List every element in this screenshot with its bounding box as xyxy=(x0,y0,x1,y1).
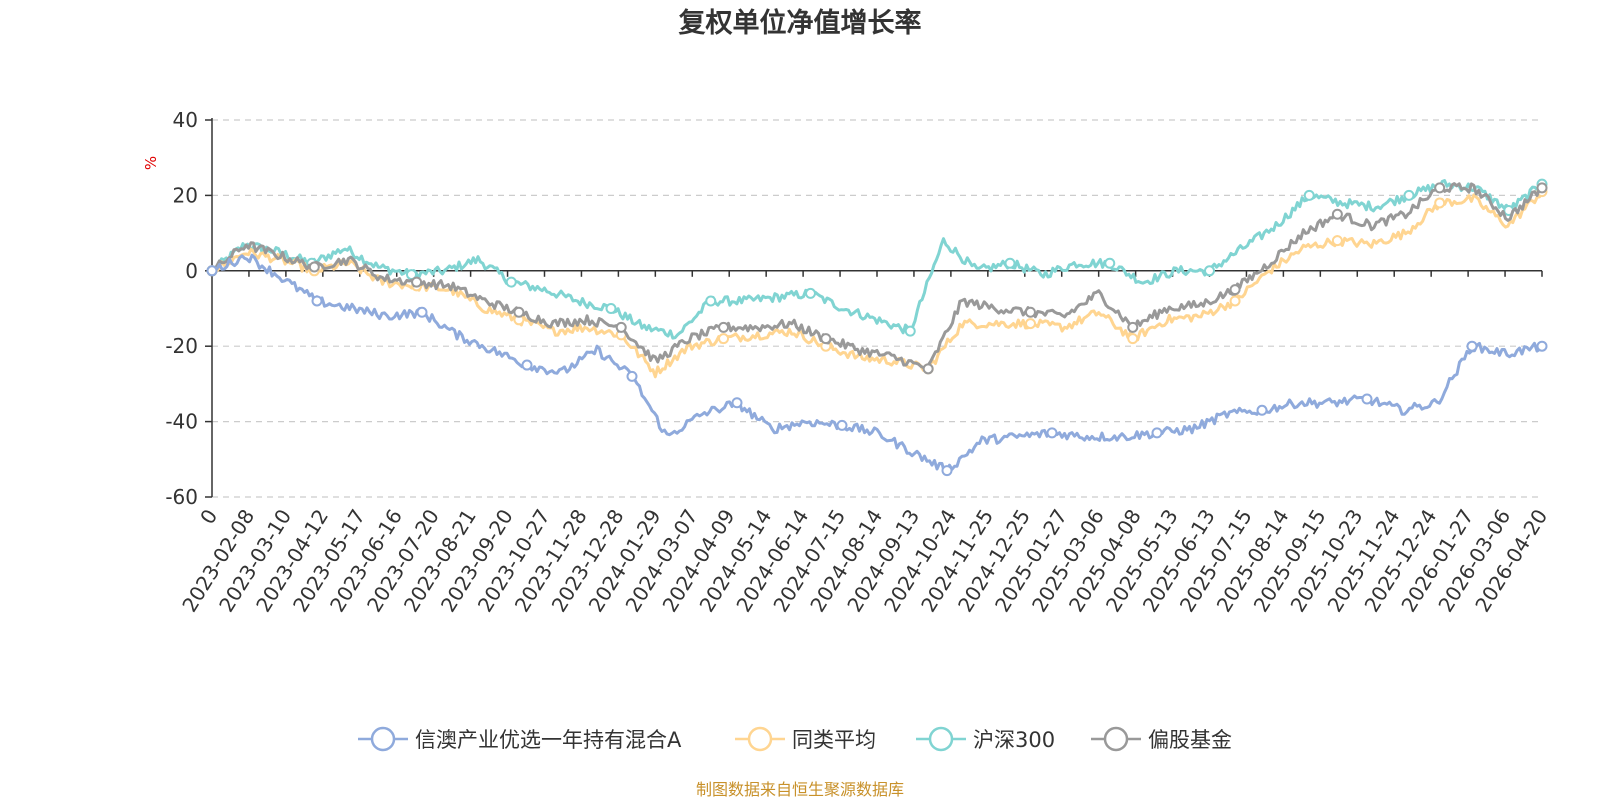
series-marker-3 xyxy=(513,306,525,318)
series-marker-2 xyxy=(904,325,916,337)
legend-marker-icon xyxy=(370,726,396,752)
series-marker-3 xyxy=(1536,182,1548,194)
series-marker-0 xyxy=(1256,404,1268,416)
legend-marker-icon xyxy=(928,726,954,752)
series-line-3 xyxy=(211,182,1543,371)
series-marker-1 xyxy=(1434,197,1446,209)
series-marker-0 xyxy=(731,397,743,409)
series-marker-3 xyxy=(411,276,423,288)
series-marker-0 xyxy=(1046,427,1058,439)
series-marker-0 xyxy=(1536,340,1548,352)
series-line-0 xyxy=(211,253,1544,476)
series-marker-3 xyxy=(1127,321,1139,333)
chart-title: 复权单位净值增长率 xyxy=(679,7,922,39)
series-marker-0 xyxy=(941,465,953,477)
legend-label: 同类平均 xyxy=(792,728,876,752)
y-axis-label: % xyxy=(142,156,160,170)
series-lines xyxy=(206,178,1548,477)
series-marker-0 xyxy=(626,370,638,382)
x-tick-label: 0 xyxy=(195,505,222,529)
series-marker-3 xyxy=(1024,306,1036,318)
legend[interactable]: 信澳产业优选一年持有混合A 同类平均 沪深300 偏股基金 xyxy=(358,726,1232,752)
y-tick-label: 20 xyxy=(173,183,198,207)
gridlines xyxy=(212,119,1542,498)
series-marker-3 xyxy=(1229,284,1241,296)
legend-label: 信澳产业优选一年持有混合A xyxy=(415,728,682,752)
series-marker-3 xyxy=(922,363,934,375)
series-marker-3 xyxy=(1434,182,1446,194)
series-marker-1 xyxy=(1331,235,1343,247)
y-axis-ticks: 40 20 0 -20 -40 -60 xyxy=(165,108,212,509)
series-marker-2 xyxy=(1104,257,1116,269)
series-marker-1 xyxy=(1229,295,1241,307)
series-marker-0 xyxy=(521,359,533,371)
legend-item-3[interactable]: 偏股基金 xyxy=(1091,726,1232,752)
axes xyxy=(211,118,1542,497)
series-marker-1 xyxy=(1024,318,1036,330)
y-tick-label: 40 xyxy=(173,108,198,132)
series-marker-0 xyxy=(1151,427,1163,439)
series-marker-0 xyxy=(836,419,848,431)
y-tick-label: -40 xyxy=(165,410,198,434)
series-marker-2 xyxy=(1303,189,1315,201)
series-marker-3 xyxy=(308,261,320,273)
y-tick-label: -20 xyxy=(165,334,198,358)
series-marker-0 xyxy=(1361,393,1373,405)
legend-label: 沪深300 xyxy=(973,728,1055,752)
legend-item-1[interactable]: 同类平均 xyxy=(735,726,876,752)
series-marker-2 xyxy=(1004,257,1016,269)
legend-label: 偏股基金 xyxy=(1148,728,1232,752)
series-marker-0 xyxy=(206,265,218,277)
series-marker-3 xyxy=(820,333,832,345)
legend-marker-icon xyxy=(747,726,773,752)
series-marker-3 xyxy=(615,321,627,333)
legend-marker-icon xyxy=(1103,726,1129,752)
x-axis-ticks: 02023-02-082023-03-102023-04-122023-05-1… xyxy=(177,270,1552,616)
series-marker-3 xyxy=(1331,208,1343,220)
series-marker-1 xyxy=(718,333,730,345)
series-marker-2 xyxy=(705,295,717,307)
series-marker-0 xyxy=(1466,340,1478,352)
series-marker-1 xyxy=(1127,333,1139,345)
series-marker-0 xyxy=(416,306,428,318)
legend-item-0[interactable]: 信澳产业优选一年持有混合A xyxy=(358,726,682,752)
series-marker-2 xyxy=(605,303,617,314)
series-marker-2 xyxy=(805,287,816,299)
series-line-2 xyxy=(210,179,1544,340)
series-marker-3 xyxy=(718,321,730,333)
series-marker-2 xyxy=(1204,265,1215,277)
series-marker-2 xyxy=(1403,189,1415,201)
series-marker-2 xyxy=(505,276,517,288)
y-tick-label: 0 xyxy=(185,259,198,283)
series-marker-0 xyxy=(311,295,323,307)
legend-item-2[interactable]: 沪深300 xyxy=(916,726,1055,752)
y-tick-label: -60 xyxy=(165,485,198,509)
data-source-note: 制图数据来自恒生聚源数据库 xyxy=(696,780,904,799)
